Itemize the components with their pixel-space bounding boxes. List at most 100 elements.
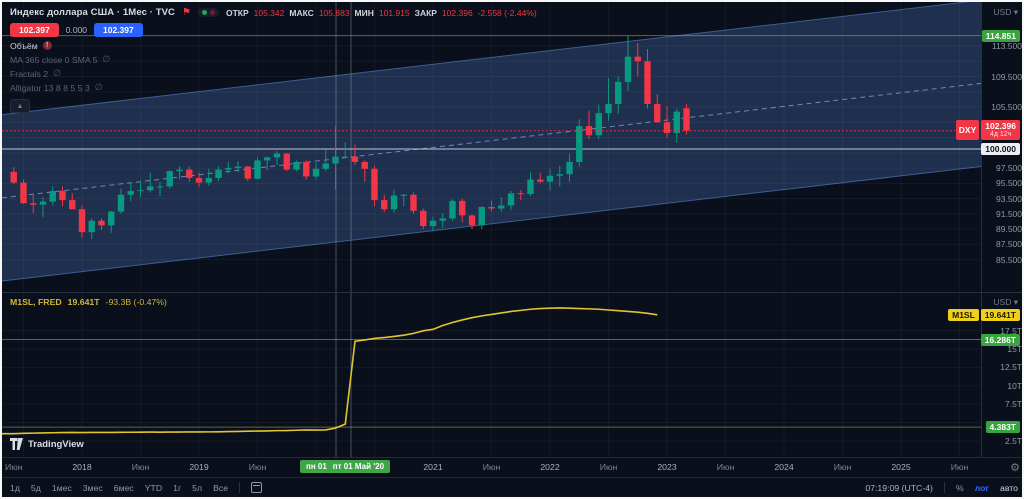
range-6m[interactable]: 6мес [113, 482, 134, 493]
candle-body [322, 163, 329, 169]
candle-body [449, 200, 456, 219]
vertical-line-date-label: пн 01 пт 01 Май '20 [300, 460, 391, 473]
indicator-row-alligator[interactable]: Alligator 13 8 8 5 5 3 ∅ [10, 82, 110, 93]
candle-body [663, 122, 671, 133]
candle-body [468, 215, 476, 226]
range-3m[interactable]: 3мес [82, 482, 103, 493]
candle-body [244, 166, 251, 179]
candle-body [137, 190, 144, 192]
range-1m[interactable]: 1мес [51, 482, 72, 493]
logo-text: TradingView [28, 438, 84, 450]
channel-bottom-line[interactable] [2, 166, 982, 282]
candle-body [576, 126, 583, 162]
buy-button[interactable]: 102.397 [94, 23, 143, 37]
high-value: 105.883 [318, 7, 350, 18]
candle-body [361, 161, 368, 169]
sell-button[interactable]: 102.397 [10, 23, 59, 37]
close-label: ЗАКР [414, 7, 437, 18]
candle-body [537, 179, 544, 182]
range-all[interactable]: Все [213, 482, 229, 493]
candle-body [683, 108, 690, 131]
currency-selector-pane2[interactable]: USD ▾ [993, 297, 1018, 307]
date-label-2: пт 01 Май '20 [332, 462, 385, 471]
candle-body [312, 168, 320, 177]
open-label: ОТКР [225, 7, 249, 18]
status-dot-green [201, 10, 207, 15]
candle-body [195, 177, 203, 183]
candle-body [390, 195, 398, 210]
candle-body [644, 61, 651, 104]
ohlc-readout: ОТКР 105.342 МАКС 105.883 МИН 101.915 ЗА… [226, 8, 537, 18]
channel-fill[interactable] [2, 2, 981, 281]
channel-median-line[interactable] [2, 82, 982, 199]
divider [239, 482, 241, 493]
high-price-label: 114.851 [981, 29, 1020, 42]
m1sl-upper-level-label: 16.286T [980, 333, 1020, 346]
symbol-title[interactable]: Индекс доллара США · 1Мес · TVC [10, 7, 175, 18]
indicator-row-ma[interactable]: MA 365 close 0 SMA 5 ∅ [10, 54, 110, 65]
collapse-legend-button[interactable]: ▲ [10, 99, 30, 113]
m1sl-value: 19.641T [67, 297, 100, 307]
range-ytd[interactable]: YTD [144, 482, 163, 493]
candle-body [654, 103, 661, 123]
candle-body [69, 200, 76, 210]
auto-scale-button[interactable]: авто [1000, 482, 1018, 493]
currency-label: USD [993, 297, 1012, 307]
candle-body [98, 220, 105, 226]
candle-body [342, 156, 349, 158]
go-to-date-icon[interactable] [251, 482, 263, 493]
ma-label: MA 365 close 0 SMA 5 [10, 54, 98, 65]
candle-body [527, 179, 534, 195]
time-axis-label: Июн [599, 462, 618, 472]
candle-body [156, 186, 164, 188]
m1sl-label-value: 19.641T [980, 308, 1020, 321]
indicator-row-fractals[interactable]: Fractals 2 ∅ [10, 68, 110, 79]
time-axis-label: Июн [482, 462, 501, 472]
candle-body [351, 156, 359, 162]
candle-body [439, 218, 446, 221]
tradingview-logo[interactable]: TradingView [10, 438, 84, 450]
candle-body [459, 200, 466, 216]
candle-body [585, 126, 593, 136]
candle-body [615, 81, 622, 104]
range-5d[interactable]: 5д [30, 482, 41, 493]
m1sl-title: M1SL, FRED [10, 297, 62, 307]
channel-top-line[interactable] [2, 2, 981, 116]
clock[interactable]: 07:19:09 (UTC-4) [865, 482, 933, 493]
candle-body [556, 174, 563, 176]
candle-body [30, 203, 37, 205]
candle-body [20, 182, 27, 204]
percent-scale-button[interactable]: % [955, 482, 964, 493]
range-5y[interactable]: 5л [192, 482, 203, 493]
candle-body [371, 168, 378, 201]
candle-body [205, 177, 212, 183]
time-axis-label: 2023 [657, 462, 677, 472]
currency-selector-pane1[interactable]: USD ▾ [993, 7, 1018, 17]
market-status-toggle[interactable] [197, 8, 219, 17]
indicator-row-volume[interactable]: Объём ! [10, 40, 110, 51]
time-axis-label: 2019 [189, 462, 209, 472]
gear-icon[interactable]: ⚙ [1010, 462, 1020, 474]
eye-off-icon[interactable]: ∅ [102, 54, 111, 64]
candle-body [215, 169, 222, 178]
candle-body [117, 194, 125, 212]
time-scale[interactable]: Июн 2018 Июн 2019 Июн 2021 Июн 2022 Июн 2023 Июн 20… [2, 457, 1022, 478]
time-axis-label: Июн [131, 462, 150, 472]
range-1y[interactable]: 1г [173, 482, 182, 493]
candle-body [108, 211, 115, 226]
candle-body [488, 206, 495, 209]
candle-body [88, 220, 95, 233]
error-icon[interactable]: ! [42, 41, 52, 50]
candle-body [595, 113, 602, 136]
eye-off-icon[interactable]: ∅ [94, 82, 103, 92]
range-1d[interactable]: 1д [10, 482, 20, 493]
price-chart-canvas[interactable] [2, 2, 1024, 457]
candle-body [381, 200, 388, 210]
low-label: МИН [354, 7, 374, 18]
m1sl-legend[interactable]: M1SL, FRED 19.641T -93.3B (-0.47%) [10, 297, 167, 307]
log-scale-button[interactable]: лог [974, 482, 990, 493]
flag-icon[interactable]: ⚑ [182, 6, 191, 18]
candle-body [10, 171, 17, 183]
low-value: 101.915 [378, 7, 410, 18]
eye-off-icon[interactable]: ∅ [53, 68, 61, 78]
